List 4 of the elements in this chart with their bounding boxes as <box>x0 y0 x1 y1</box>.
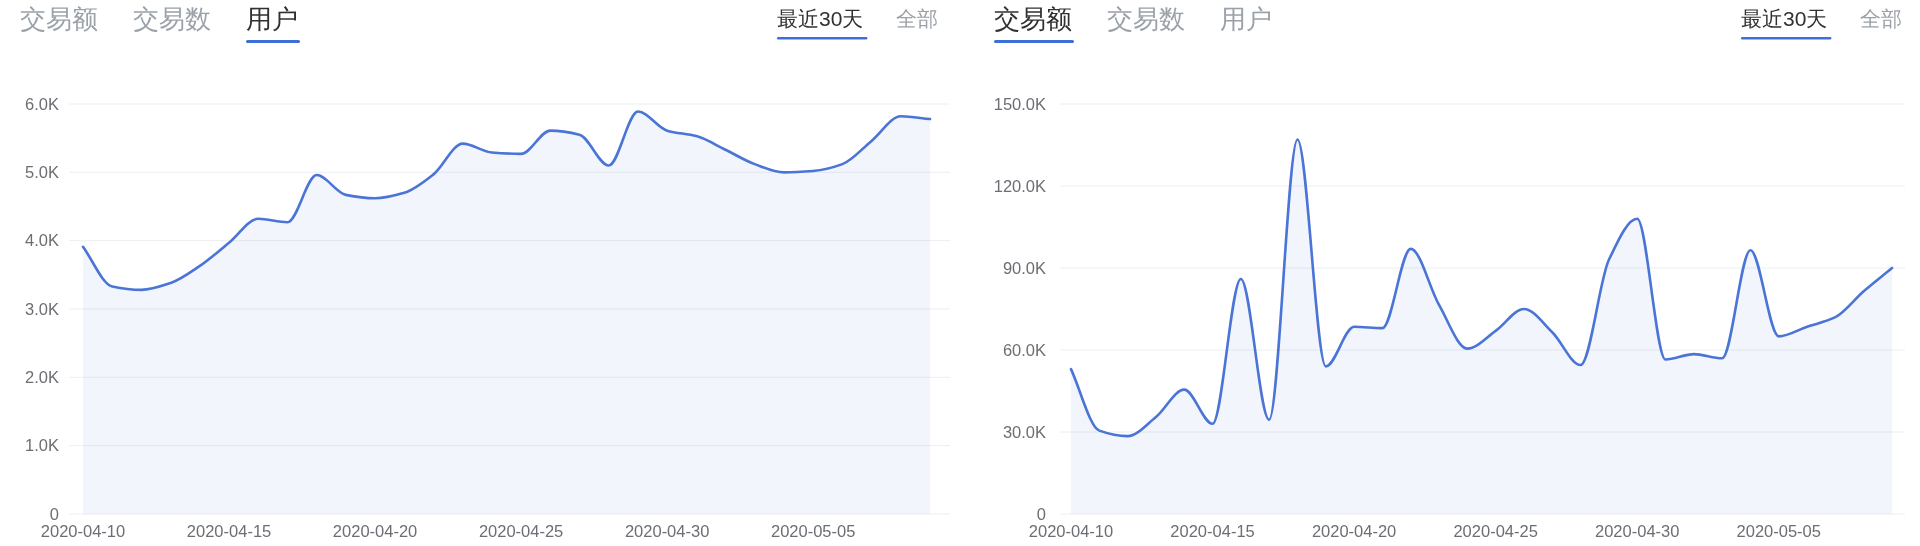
subtitle: 最近30天 <box>1741 7 1828 30</box>
subtitle: 最近30天 <box>777 7 864 30</box>
title: 交易额 <box>994 4 1072 34</box>
title: 用户 <box>246 4 298 34</box>
